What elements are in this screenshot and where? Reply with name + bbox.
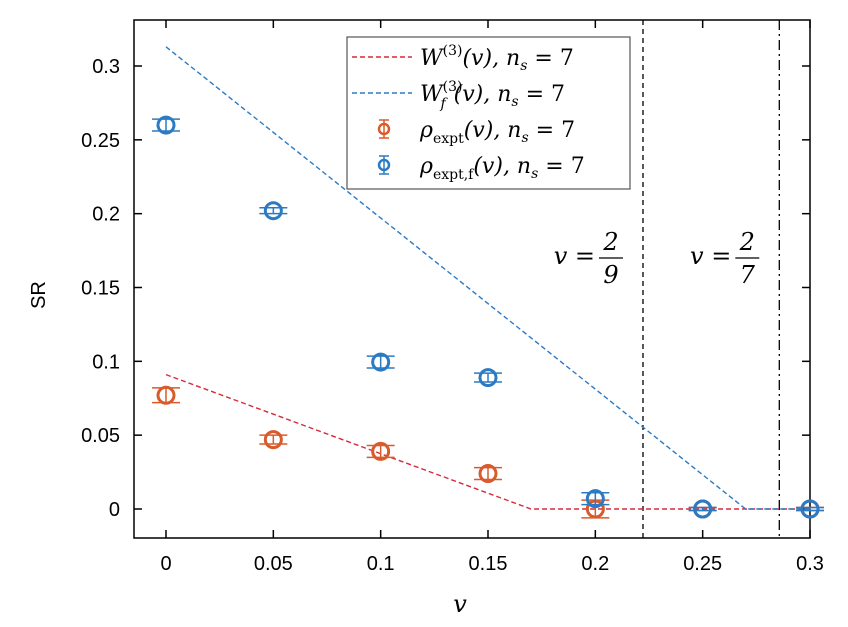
series-line (165, 46, 810, 510)
series-line (165, 373, 810, 510)
marker-circle (478, 464, 498, 484)
x-tick-label: 0.25 (683, 553, 722, 575)
data-point (474, 464, 502, 484)
data-point (152, 385, 180, 405)
y-tick-label: 0.3 (92, 56, 120, 78)
vline-label-numerator: 2 (602, 228, 618, 256)
legend-marker (377, 158, 391, 172)
data-point (152, 115, 180, 135)
legend-box (346, 36, 631, 190)
axes-box (133, 19, 811, 539)
legend: W(3)(v), ns = 7 W(3) f (v), ns = 7 ρexpt(v),… (346, 36, 631, 190)
marker-circle (585, 489, 605, 509)
marker-circle (371, 441, 391, 461)
marker-circle (371, 352, 391, 372)
data-point (259, 201, 288, 221)
x-tick-label: 0.15 (469, 553, 508, 575)
x-tick-label: 0.3 (796, 553, 824, 575)
legend-label: W(3)(v), ns = 7 (420, 43, 574, 74)
vline-label-numerator: 2 (739, 228, 755, 256)
marker-circle (478, 368, 498, 388)
marker-circle (263, 430, 283, 450)
y-tick-label: 0.25 (81, 130, 120, 152)
vline-label-denominator: 7 (740, 261, 756, 289)
y-tick-label: 0 (109, 499, 120, 521)
x-tick-label: 0.1 (367, 553, 395, 575)
data-point (259, 430, 288, 450)
legend-marker (377, 122, 391, 136)
x-axis-label: v (453, 590, 467, 618)
x-tick-label: 0.2 (581, 553, 609, 575)
data-point (796, 499, 824, 519)
marker-circle (693, 499, 713, 519)
x-tick-label: 0.05 (254, 553, 293, 575)
legend-label: ρexpt,f(v), ns = 7 (419, 154, 585, 183)
vline-label-denominator: 9 (603, 261, 618, 289)
y-tick-label: 0.05 (81, 425, 120, 447)
marker-circle (800, 499, 820, 519)
y-tick-label: 0.2 (92, 204, 120, 226)
marker-circle (156, 115, 176, 135)
vline-label-lhs: v = (690, 242, 731, 270)
data-point (366, 352, 395, 372)
legend-label: ρexpt(v), ns = 7 (419, 118, 575, 147)
data-point (474, 368, 502, 388)
y-axis-label: SR (28, 281, 50, 309)
y-tick-label: 0.1 (92, 351, 120, 373)
data-point (581, 489, 610, 509)
y-tick-label: 0.15 (81, 278, 120, 300)
data-point (688, 499, 717, 519)
data-point (366, 441, 395, 461)
legend-label: W(3) f (v), ns = 7 (420, 79, 565, 112)
vline-label-lhs: v = (554, 242, 595, 270)
marker-circle (263, 201, 283, 221)
x-tick-label: 0 (160, 553, 171, 575)
marker-circle (156, 385, 176, 405)
